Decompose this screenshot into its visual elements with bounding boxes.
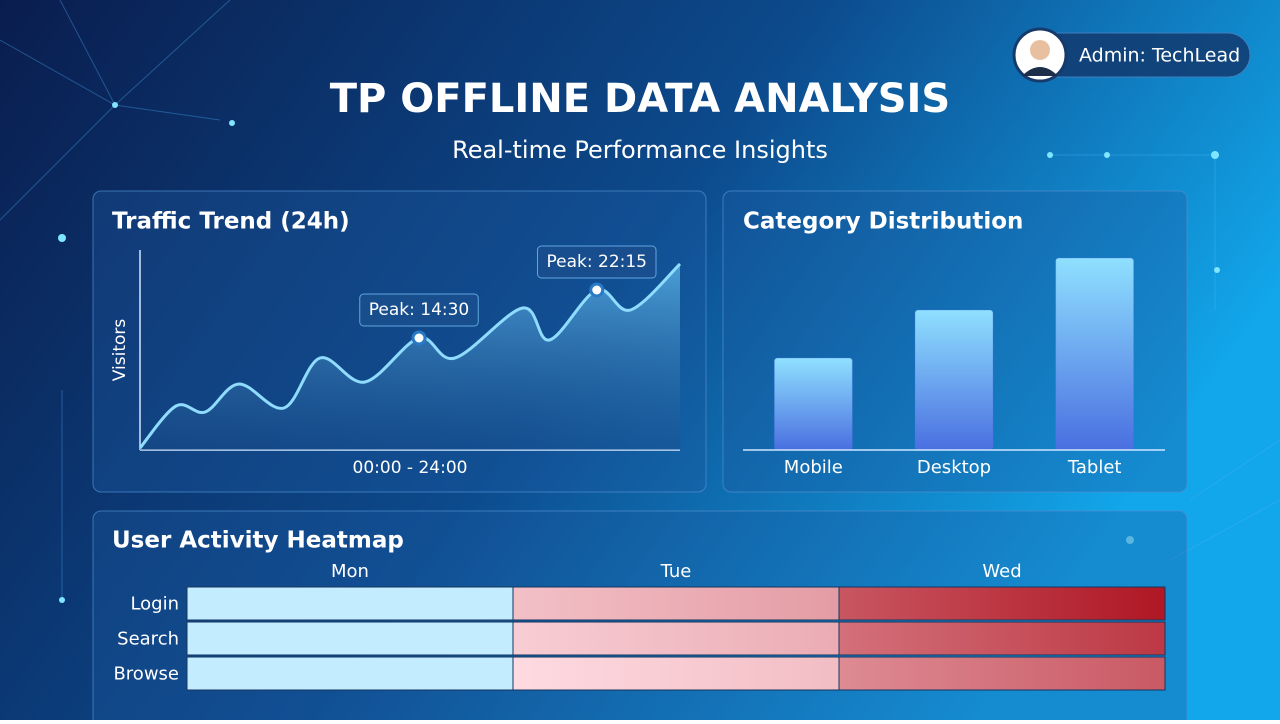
avatar-face <box>1030 40 1050 60</box>
page-title: TP OFFLINE DATA ANALYSIS <box>330 76 951 122</box>
user-badge[interactable]: Admin: TechLead <box>1012 27 1251 83</box>
column-label: Tue <box>660 561 692 582</box>
row-label: Search <box>117 629 179 650</box>
bar <box>1055 257 1135 451</box>
x-tick-label: Mobile <box>784 457 843 478</box>
bar <box>773 357 853 451</box>
row-label: Browse <box>113 664 179 685</box>
heatmap-cell <box>838 586 1166 621</box>
row-label: Login <box>130 594 179 615</box>
line-area <box>140 264 680 450</box>
x-axis-label: 00:00 - 24:00 <box>353 458 468 478</box>
heatmap-cell <box>838 656 1166 691</box>
annotation: Peak: 14:30 <box>359 293 479 327</box>
heatmap-cell <box>186 586 514 621</box>
avatar-body <box>1022 67 1058 76</box>
peak-marker <box>411 330 427 346</box>
heatmap-cell <box>512 586 840 621</box>
annotation-label: Peak: 22:15 <box>547 252 648 272</box>
heatmap-cell <box>512 621 840 656</box>
annotation-box <box>537 245 657 279</box>
annotation-label: Peak: 14:30 <box>369 300 470 320</box>
annotation: Peak: 22:15 <box>537 245 657 279</box>
peak-marker <box>589 282 605 298</box>
panel-title: User Activity Heatmap <box>112 528 404 554</box>
panel-title: Traffic Trend (24h) <box>112 209 350 235</box>
bar <box>914 309 994 451</box>
annotation-box <box>359 293 479 327</box>
heatmap-cell <box>512 656 840 691</box>
column-label: Wed <box>982 561 1021 582</box>
decor-dots <box>58 102 1220 603</box>
column-label: Mon <box>331 561 369 582</box>
panel-title: Category Distribution <box>743 209 1023 235</box>
x-tick-label: Desktop <box>917 457 991 478</box>
heatmap-cell <box>186 621 514 656</box>
x-tick-label: Tablet <box>1067 457 1122 478</box>
heatmap-cell <box>838 621 1166 656</box>
user-label[interactable]: Admin: TechLead <box>1079 45 1240 67</box>
y-axis-label: Visitors <box>110 319 130 382</box>
heatmap-cell <box>186 656 514 691</box>
page-subtitle: Real-time Performance Insights <box>452 136 828 164</box>
